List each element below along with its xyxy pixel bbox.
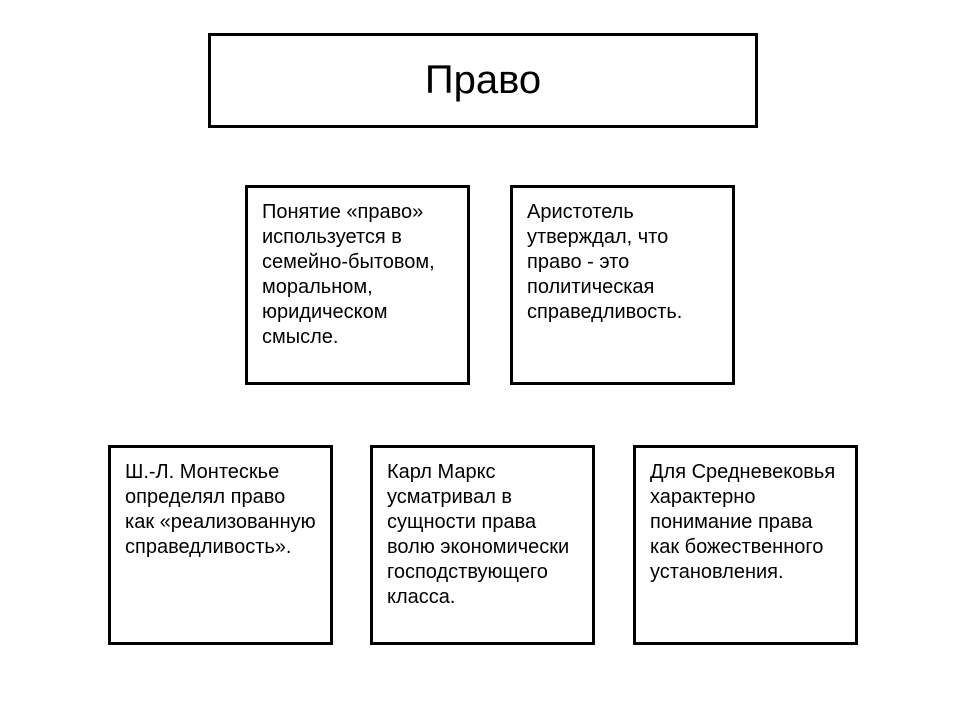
title-text: Право bbox=[425, 58, 541, 103]
concept-box-4: Карл Маркс усматривал в сущности права в… bbox=[370, 445, 595, 645]
concept-box-2: Аристотель утверждал, что право - это по… bbox=[510, 185, 735, 385]
concept-box-5: Для Средневековья характерно понимание п… bbox=[633, 445, 858, 645]
concept-box-3: Ш.-Л. Монтескье определял право как «реа… bbox=[108, 445, 333, 645]
title-box: Право bbox=[208, 33, 758, 128]
concept-text-5: Для Средневековья характерно понимание п… bbox=[650, 460, 841, 585]
concept-box-1: Понятие «право» используется в семейно-б… bbox=[245, 185, 470, 385]
concept-text-4: Карл Маркс усматривал в сущности права в… bbox=[387, 460, 578, 610]
concept-text-1: Понятие «право» используется в семейно-б… bbox=[262, 200, 453, 350]
concept-text-2: Аристотель утверждал, что право - это по… bbox=[527, 200, 718, 325]
concept-text-3: Ш.-Л. Монтескье определял право как «реа… bbox=[125, 460, 316, 560]
